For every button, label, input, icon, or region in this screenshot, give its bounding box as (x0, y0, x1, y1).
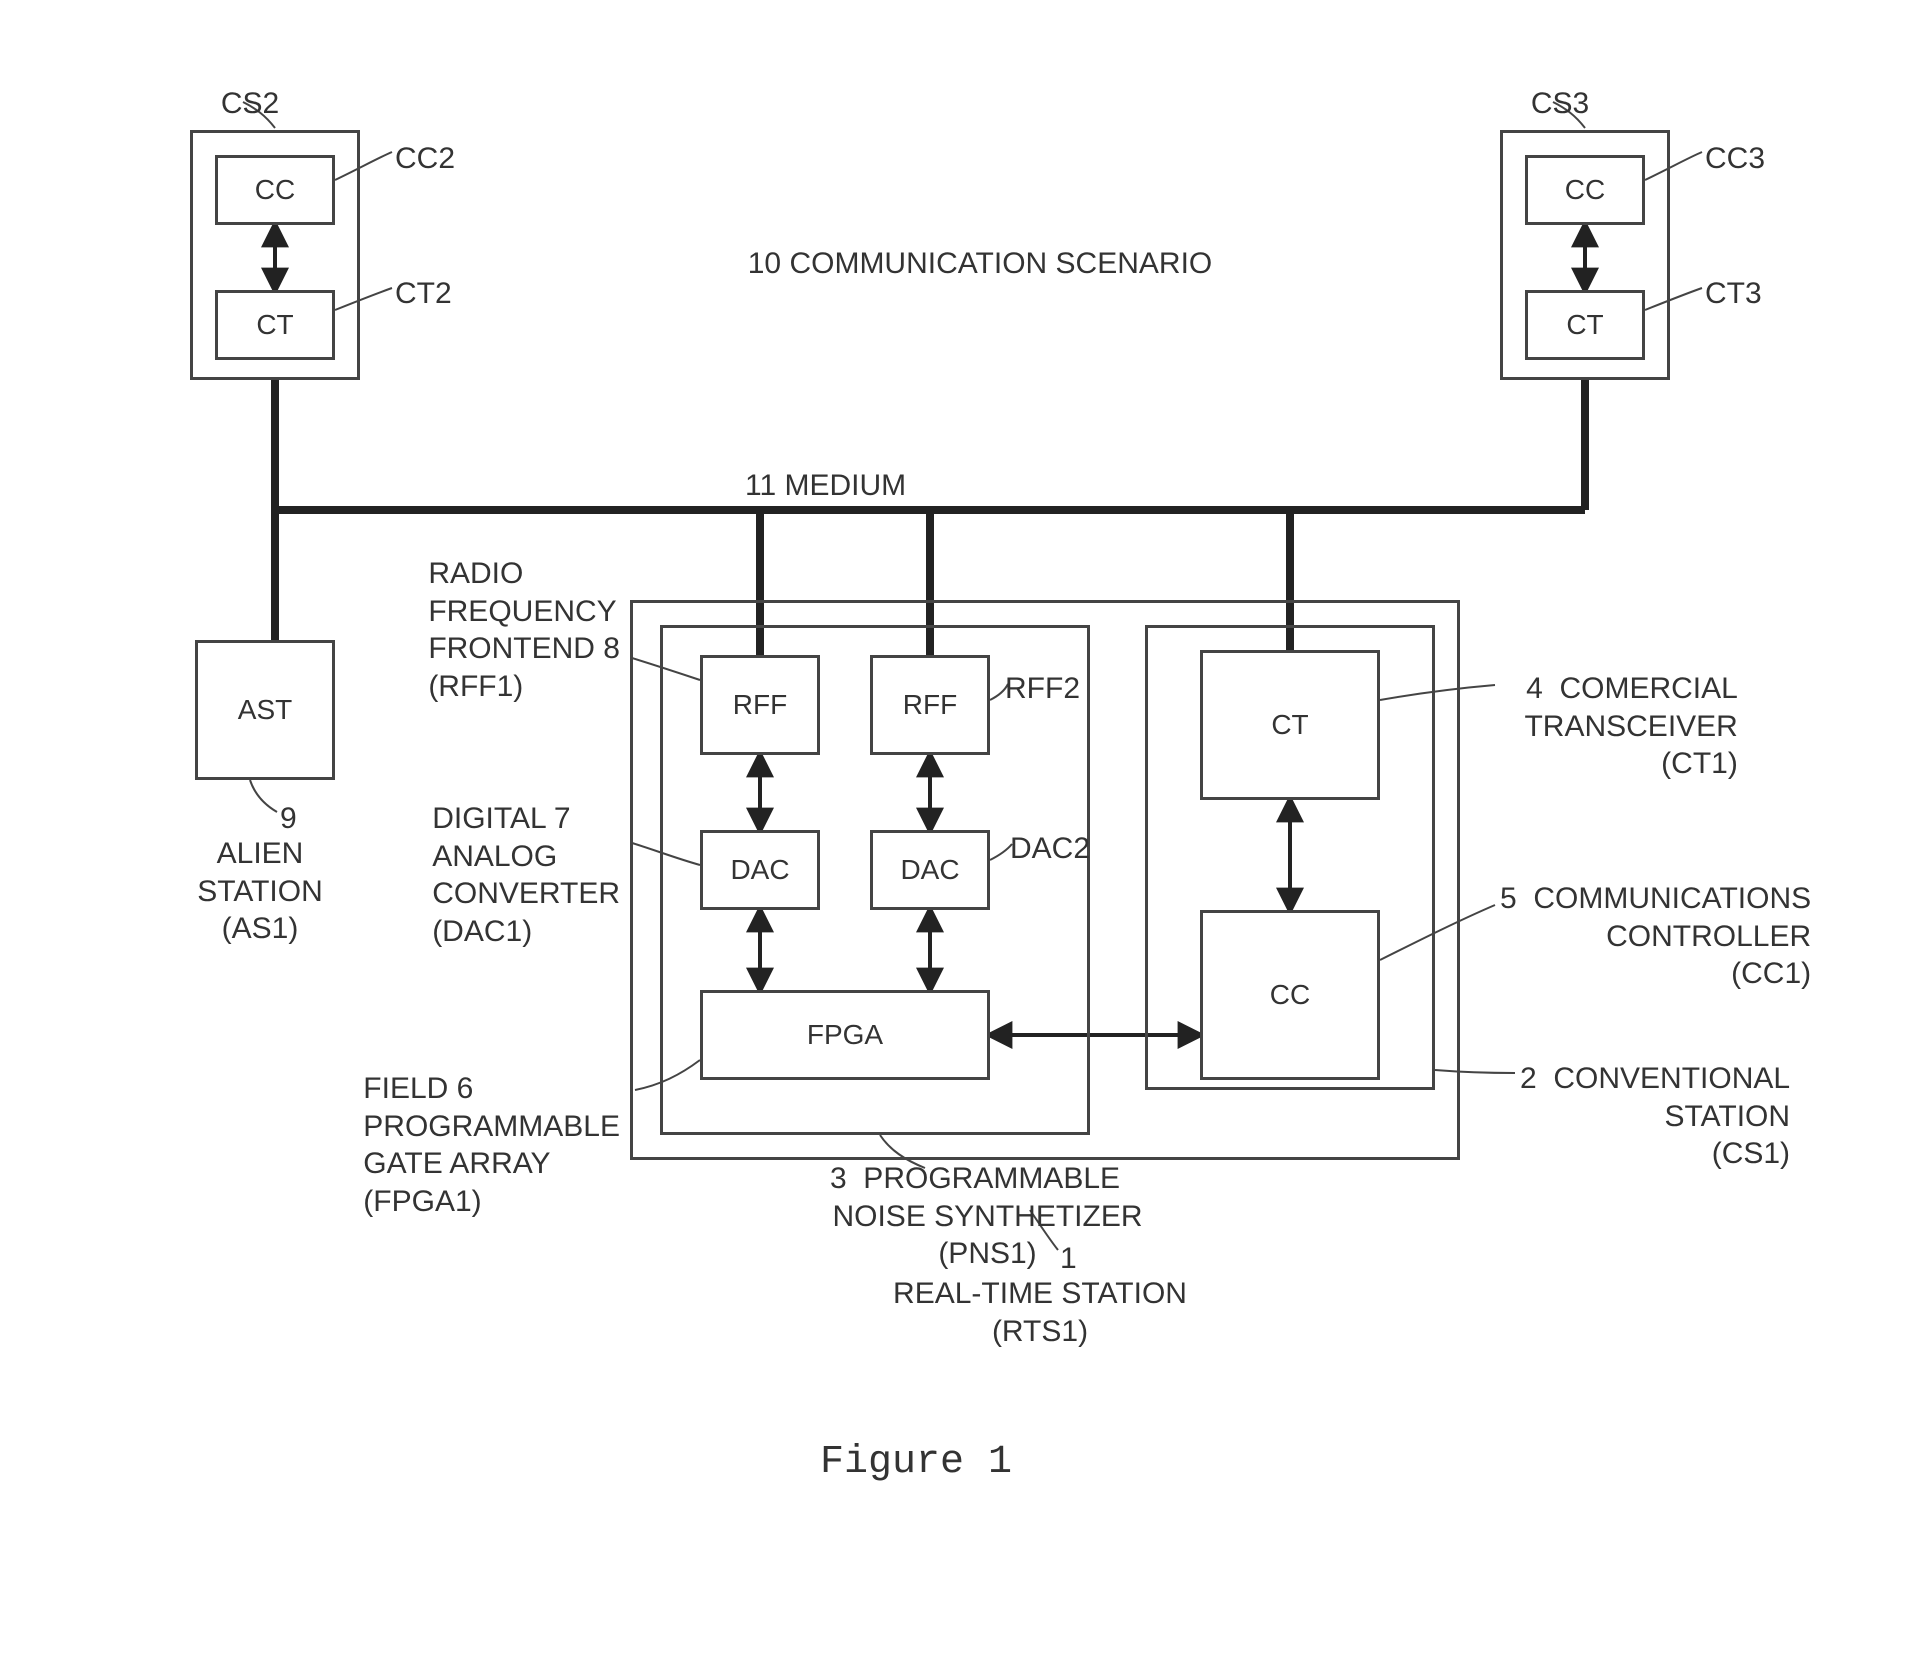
scenario-title: 10 COMMUNICATION SCENARIO (730, 245, 1230, 283)
label-cs3: CS3 (1360, 85, 1760, 123)
label-cs2: CS2 (50, 85, 450, 123)
label-ct1_r: 4 COMERCIAL TRANSCEIVER (CT1) (1500, 670, 1738, 783)
node-cs3_ct: CT (1525, 290, 1645, 360)
label-pns1: 3 PROGRAMMABLE NOISE SYNTHETIZER (PNS1) (775, 1160, 1175, 1273)
node-dac1: DAC (700, 830, 820, 910)
node-rff1: RFF (700, 655, 820, 755)
label-rts1_n: 1 (1060, 1240, 1077, 1278)
label-rff2_lbl: RFF2 (1005, 670, 1080, 708)
label-fpga_left: FIELD 6 PROGRAMMABLE GATE ARRAY (FPGA1) (363, 1070, 620, 1220)
node-cs2_ct: CT (215, 290, 335, 360)
label-cc2: CC2 (395, 140, 455, 178)
node-cc1: CC (1200, 910, 1380, 1080)
label-dac_left: DIGITAL 7 ANALOG CONVERTER (DAC1) (432, 800, 620, 950)
node-dac2: DAC (870, 830, 990, 910)
label-dac2_lbl: DAC2 (1010, 830, 1090, 868)
label-cs1_r: 2 CONVENTIONAL STATION (CS1) (1520, 1060, 1790, 1173)
label-ct3: CT3 (1705, 275, 1762, 313)
figure-caption: Figure 1 (820, 1440, 1012, 1485)
label-as1_num: 9 (280, 800, 297, 838)
node-ct1: CT (1200, 650, 1380, 800)
label-cc1_r: 5 COMMUNICATIONS CONTROLLER (CC1) (1500, 880, 1811, 993)
label-rts1: REAL-TIME STATION (RTS1) (840, 1275, 1240, 1350)
node-fpga: FPGA (700, 990, 990, 1080)
node-ast: AST (195, 640, 335, 780)
label-cc3: CC3 (1705, 140, 1765, 178)
medium-label: 11 MEDIUM (745, 467, 906, 505)
lead-as1-lead (250, 780, 277, 812)
label-rff_left: RADIO FREQUENCY FRONTEND 8 (RFF1) (428, 555, 620, 705)
node-cs3_cc: CC (1525, 155, 1645, 225)
node-cs2_cc: CC (215, 155, 335, 225)
node-rff2: RFF (870, 655, 990, 755)
label-ct2: CT2 (395, 275, 452, 313)
label-as1: ALIEN STATION (AS1) (60, 835, 460, 948)
